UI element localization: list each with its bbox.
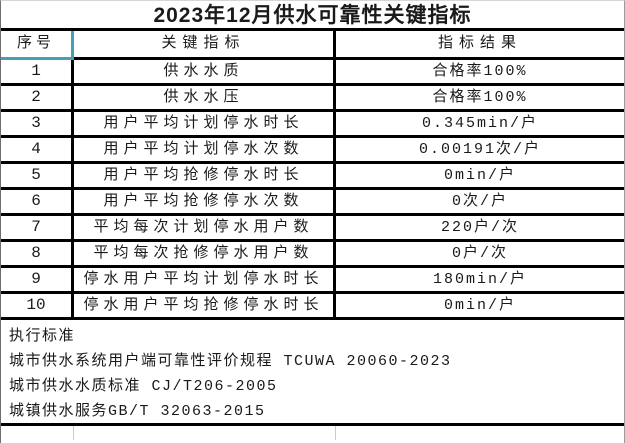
gridline-margin-strip xyxy=(1,426,624,440)
table-row: 7 平均每次计划停水用户数 220户/次 xyxy=(1,216,624,242)
result-cell[interactable]: 180min/户 xyxy=(432,271,527,288)
row-number-cell[interactable]: 1 xyxy=(1,60,74,83)
indicator-cell[interactable]: 平均每次抢修停水用户数 xyxy=(74,242,336,265)
result-cell[interactable]: 合格率100% xyxy=(432,63,528,80)
table-row: 6 用户平均抢修停水次数 0次/户 xyxy=(1,190,624,216)
indicator-cell[interactable]: 供水水压 xyxy=(74,86,336,109)
indicator-cell[interactable]: 停水用户平均抢修停水时长 xyxy=(74,294,336,317)
gridline-stub-left xyxy=(73,426,74,440)
indicator-cell[interactable]: 停水用户平均计划停水时长 xyxy=(74,268,336,291)
row-number-cell[interactable]: 9 xyxy=(1,268,74,291)
indicator-cell[interactable]: 用户平均计划停水时长 xyxy=(74,112,336,135)
table-row: 8 平均每次抢修停水用户数 0户/次 xyxy=(1,242,624,268)
indicator-cell[interactable]: 平均每次计划停水用户数 xyxy=(74,216,336,239)
table-row: 2 供水水压 合格率100% xyxy=(1,86,624,112)
row-number-cell[interactable]: 10 xyxy=(1,294,74,317)
table-row: 5 用户平均抢修停水时长 0min/户 xyxy=(1,164,624,190)
table-row: 9 停水用户平均计划停水时长 180min/户 xyxy=(1,268,624,294)
result-cell[interactable]: 0min/户 xyxy=(443,167,516,184)
row-number-cell[interactable]: 3 xyxy=(1,112,74,135)
header-row: 序号 关键指标 指标结果 xyxy=(1,31,624,60)
table-row: 1 供水水质 合格率100% xyxy=(1,60,624,86)
row-number-cell[interactable]: 5 xyxy=(1,164,74,187)
indicator-cell[interactable]: 供水水质 xyxy=(74,60,336,83)
standards-footer[interactable]: 执行标准 城市供水系统用户端可靠性评价规程 TCUWA 20060-2023 城… xyxy=(1,320,624,426)
header-result[interactable]: 指标结果 xyxy=(336,31,624,60)
indicator-cell[interactable]: 用户平均抢修停水次数 xyxy=(74,190,336,213)
table-row: 4 用户平均计划停水次数 0.00191次/户 xyxy=(1,138,624,164)
gridline-stub-middle xyxy=(335,426,336,440)
result-cell[interactable]: 0次/户 xyxy=(451,193,508,210)
result-cell[interactable]: 0户/次 xyxy=(451,245,508,262)
row-number-cell[interactable]: 4 xyxy=(1,138,74,161)
indicator-cell[interactable]: 用户平均抢修停水时长 xyxy=(74,164,336,187)
row-number-cell[interactable]: 7 xyxy=(1,216,74,239)
footer-line-gbt-standard: 城镇供水服务GB/T 32063-2015 xyxy=(9,403,266,420)
indicator-cell[interactable]: 用户平均计划停水次数 xyxy=(74,138,336,161)
selected-cell-header-no[interactable]: 序号 xyxy=(1,31,74,60)
footer-line-cjt-standard: 城市供水水质标准 CJ/T206-2005 xyxy=(9,378,278,395)
result-cell[interactable]: 0.00191次/户 xyxy=(418,141,541,158)
footer-line-tcuwa-standard: 城市供水系统用户端可靠性评价规程 TCUWA 20060-2023 xyxy=(9,353,452,370)
header-indicator[interactable]: 关键指标 xyxy=(74,31,336,60)
table-row: 3 用户平均计划停水时长 0.345min/户 xyxy=(1,112,624,138)
result-cell[interactable]: 0.345min/户 xyxy=(421,115,538,132)
table-row: 10 停水用户平均抢修停水时长 0min/户 xyxy=(1,294,624,320)
result-cell[interactable]: 220户/次 xyxy=(440,219,519,236)
row-number-cell[interactable]: 6 xyxy=(1,190,74,213)
table-title[interactable]: 2023年12月供水可靠性关键指标 xyxy=(1,1,624,31)
footer-line-standards-heading: 执行标准 xyxy=(9,328,76,345)
row-number-cell[interactable]: 8 xyxy=(1,242,74,265)
row-number-cell[interactable]: 2 xyxy=(1,86,74,109)
result-cell[interactable]: 0min/户 xyxy=(443,297,516,314)
result-cell[interactable]: 合格率100% xyxy=(432,89,528,106)
